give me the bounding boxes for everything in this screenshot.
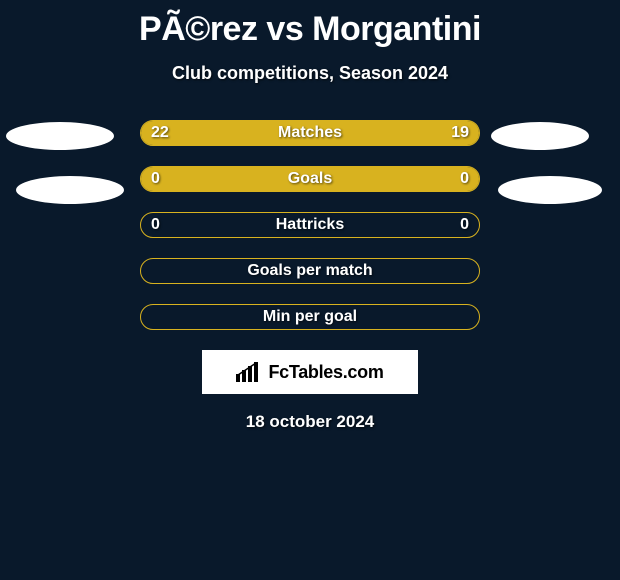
- stat-metric-label: Min per goal: [141, 305, 479, 329]
- page-title: PÃ©rez vs Morgantini: [0, 0, 620, 49]
- stat-metric-label: Goals: [141, 167, 479, 191]
- stat-value-right: 19: [451, 121, 469, 145]
- stat-row: 0Hattricks0: [140, 212, 480, 238]
- stat-row: 22Matches19: [140, 120, 480, 146]
- stat-row: Min per goal: [140, 304, 480, 330]
- decorative-ellipse: [498, 176, 602, 204]
- decorative-ellipse: [16, 176, 124, 204]
- decorative-ellipse: [6, 122, 114, 150]
- brand-box: FcTables.com: [202, 350, 418, 394]
- stat-metric-label: Hattricks: [141, 213, 479, 237]
- stat-value-right: 0: [460, 213, 469, 237]
- stat-row: 0Goals0: [140, 166, 480, 192]
- stat-metric-label: Matches: [141, 121, 479, 145]
- decorative-ellipse: [491, 122, 589, 150]
- brand-text: FcTables.com: [268, 362, 383, 383]
- stat-value-right: 0: [460, 167, 469, 191]
- comparison-rows: 22Matches190Goals00Hattricks0Goals per m…: [140, 120, 480, 330]
- subtitle: Club competitions, Season 2024: [0, 63, 620, 84]
- stat-row: Goals per match: [140, 258, 480, 284]
- date-label: 18 october 2024: [0, 412, 620, 432]
- stat-metric-label: Goals per match: [141, 259, 479, 283]
- brand-bars-icon: [236, 362, 262, 382]
